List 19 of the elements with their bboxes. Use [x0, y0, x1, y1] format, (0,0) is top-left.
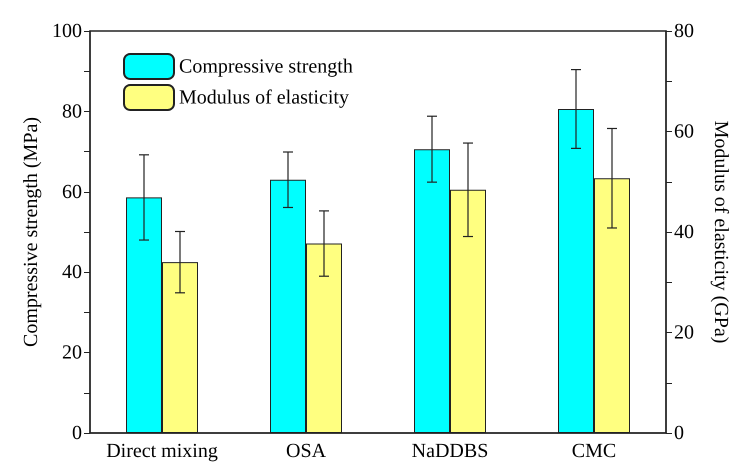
y-axis-title: Compressive strength (MPa)	[20, 117, 42, 347]
y2-axis-title: Modulus of elasticity (GPa)	[710, 120, 732, 344]
x-tick-label: NaDDBS	[412, 440, 488, 462]
y-tick-label: 40	[62, 261, 82, 284]
x-tick-label: CMC	[572, 440, 616, 462]
y-tick-label: 20	[62, 342, 82, 364]
x-tick-label: Direct mixing	[106, 440, 218, 462]
y2-tick-label: 80	[674, 20, 694, 42]
legend-label: Compressive strength	[179, 56, 353, 78]
y2-tick-label: 20	[674, 322, 694, 344]
y2-tick-label: 40	[674, 221, 694, 243]
legend-label: Modulus of elasticity	[179, 86, 349, 108]
y-tick-label: 80	[62, 100, 82, 122]
y-tick-label: 60	[62, 180, 82, 203]
x-tick-label: OSA	[286, 440, 327, 462]
y2-tick-label: 60	[674, 120, 694, 142]
y-tick-label: 100	[52, 20, 82, 42]
y-tick-label: 0	[72, 422, 82, 444]
y2-tick-label: 0	[674, 422, 684, 444]
